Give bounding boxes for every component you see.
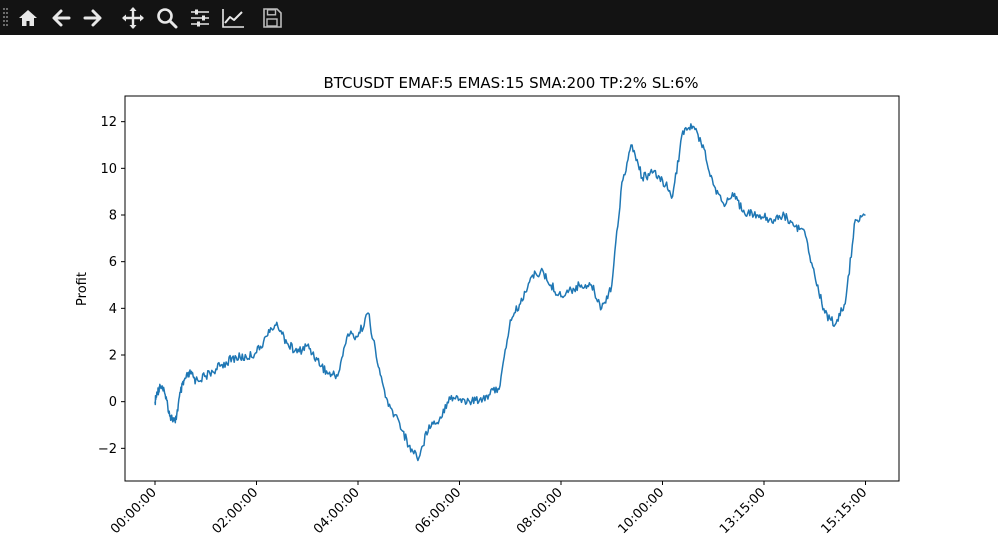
x-tick-label: 08:00:00 xyxy=(514,485,566,535)
y-axis-label: Profit xyxy=(75,272,90,306)
x-tick-label: 02:00:00 xyxy=(209,485,261,535)
home-icon xyxy=(19,10,37,26)
x-tick-label: 15:15:00 xyxy=(818,485,870,535)
y-tick-label: 4 xyxy=(109,302,117,317)
configure-subplots-icon xyxy=(191,9,209,27)
forward-button[interactable] xyxy=(78,3,108,33)
y-tick-label: 12 xyxy=(100,115,117,130)
y-tick-label: 0 xyxy=(109,395,117,410)
profit-series-line xyxy=(154,123,866,462)
chart-title: BTCUSDT EMAF:5 EMAS:15 SMA:200 TP:2% SL:… xyxy=(323,74,698,92)
forward-arrow-icon xyxy=(83,9,102,27)
save-floppy-icon xyxy=(263,8,282,28)
back-button[interactable] xyxy=(46,3,76,33)
toolbar xyxy=(0,0,998,35)
save-button[interactable] xyxy=(257,3,287,33)
x-tick-label: 06:00:00 xyxy=(412,485,464,535)
x-tick-label: 00:00:00 xyxy=(108,485,160,535)
y-tick-label: 2 xyxy=(109,349,117,364)
x-axis: 00:00:00 02:00:00 04:00:00 06:00:00 08:00:00… xyxy=(108,481,870,535)
edit-axis-curve-icon xyxy=(222,9,244,28)
home-button[interactable] xyxy=(13,3,43,33)
pan-button[interactable] xyxy=(118,3,148,33)
zoom-magnifier-icon xyxy=(157,8,178,29)
chart: BTCUSDT EMAF:5 EMAS:15 SMA:200 TP:2% SL:… xyxy=(75,74,900,535)
y-tick-label: −2 xyxy=(98,442,117,457)
x-tick-label: 13:15:00 xyxy=(717,485,769,535)
x-tick-label: 04:00:00 xyxy=(311,485,363,535)
x-tick-label: 10:00:00 xyxy=(615,485,667,535)
configure-subplots-button[interactable] xyxy=(185,3,215,33)
back-arrow-icon xyxy=(52,9,71,27)
pan-move-icon xyxy=(122,7,144,29)
plot-area[interactable] xyxy=(124,95,900,482)
y-tick-label: 10 xyxy=(100,162,117,177)
y-tick-label: 8 xyxy=(109,209,117,224)
y-tick-label: 6 xyxy=(109,255,117,270)
y-axis: −2 0 2 4 6 8 10 12 xyxy=(98,115,125,457)
toolbar-grip-icon[interactable] xyxy=(2,6,10,30)
zoom-button[interactable] xyxy=(152,3,182,33)
edit-axis-button[interactable] xyxy=(218,3,248,33)
